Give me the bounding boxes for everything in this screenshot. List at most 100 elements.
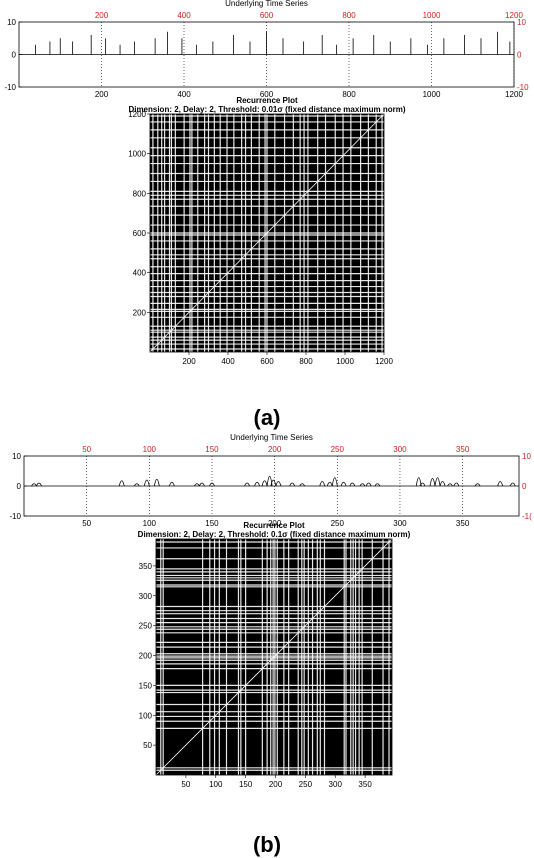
rp-b-xtick-2: 150 [239, 780, 253, 789]
rp-b-ytick-3: 200 [139, 652, 153, 661]
ts-a-top-tick-0: 200 [95, 11, 109, 20]
rp-a-subtitle: Dimension: 2, Delay: 2, Threshold: 0.01σ… [128, 105, 405, 114]
panel-label-b: (b) [253, 832, 281, 857]
ts-b-bottom-tick-0: 50 [82, 519, 91, 528]
ts-b-peak-22 [349, 482, 356, 487]
ts-a-bottom-tick-0: 200 [95, 90, 109, 99]
ts-a-right-tick-0: 10 [517, 18, 526, 27]
rp-a-ytick-3: 800 [133, 189, 147, 198]
rp-b-xtick-1: 100 [209, 780, 223, 789]
rp-b-xtick-3: 200 [269, 780, 283, 789]
rp-b-diagonal [155, 538, 393, 776]
ts-b-top-tick-5: 300 [393, 445, 407, 454]
rp-a-xtick-0: 200 [182, 357, 196, 366]
ts-b-bottom-tick-3: 200 [268, 519, 282, 528]
ts-b-peak-32 [453, 482, 460, 487]
rp-b-xtick-4: 250 [299, 780, 313, 789]
ts-b-peak-6 [168, 481, 175, 487]
ts-b-peak-27 [419, 482, 426, 487]
ts-b-peak-19 [326, 481, 333, 487]
ts-b-right-tick-1: 0 [522, 482, 527, 491]
rp-b-xtick-0: 50 [181, 780, 190, 789]
ts-a-bottom-tick-3: 800 [342, 90, 356, 99]
rp-a-xtick-2: 600 [260, 357, 274, 366]
rp-b-subtitle: Dimension: 2, Delay: 2, Threshold: 0.1σ … [138, 530, 411, 539]
ts-a-top-tick-2: 600 [260, 11, 274, 20]
ts-a-ytick-0: -10 [4, 83, 16, 92]
ts-b-ytick-0: -10 [9, 512, 21, 521]
ts-a-title: Underlying Time Series [225, 0, 308, 8]
ts-a-ytick-1: 0 [12, 51, 17, 60]
ts-b-peak-24 [365, 482, 372, 487]
ts-b-peak-5 [153, 478, 160, 487]
ts-b-peak-18 [319, 481, 326, 487]
rp-a-ytick-0: 200 [133, 308, 147, 317]
ts-a-bottom-tick-4: 1000 [423, 90, 441, 99]
ts-b-peak-14 [270, 479, 277, 487]
ts-a-right-tick-2: -10 [517, 83, 529, 92]
rp-a-ytick-5: 1200 [128, 110, 146, 119]
ts-b-peak-16 [289, 482, 296, 487]
ts-b-peak-35 [509, 482, 516, 487]
ts-b-peak-33 [474, 483, 481, 487]
ts-a-ytick-2: 10 [7, 18, 16, 27]
ts-b-title: Underlying Time Series [230, 433, 313, 442]
ts-b-peak-0 [31, 483, 37, 487]
ts-b-peak-9 [209, 482, 215, 487]
ts-b-peak-31 [447, 483, 453, 487]
ts-b-peak-25 [374, 483, 381, 487]
rp-a-xtick-1: 400 [221, 357, 235, 366]
ts-b-top-tick-0: 50 [82, 445, 91, 454]
ts-b-peak-28 [429, 478, 436, 487]
ts-a-top-tick-3: 800 [342, 11, 356, 20]
ts-b-peak-4 [143, 479, 150, 487]
ts-b-peak-11 [254, 481, 260, 487]
rp-a-ytick-4: 1000 [128, 150, 146, 159]
rp-a-title: Recurrence Plot [236, 96, 298, 105]
rp-b-ytick-5: 300 [139, 592, 153, 601]
rp-b-ytick-6: 350 [139, 562, 153, 571]
ts-a-bottom-tick-1: 400 [177, 90, 191, 99]
ts-b-peak-8 [199, 482, 205, 487]
panel-label-a: (a) [254, 405, 281, 430]
ts-b-peak-2 [118, 480, 125, 487]
ts-b-peak-10 [244, 482, 250, 487]
rp-a-xtick-4: 1000 [336, 357, 354, 366]
ts-b-peak-17 [299, 483, 306, 487]
ts-b-peak-15 [275, 481, 282, 487]
rp-b-ytick-0: 50 [143, 741, 152, 750]
rp-b-ytick-2: 150 [139, 681, 153, 690]
ts-b-peak-12 [261, 480, 268, 487]
rp-b-title: Recurrence Plot [243, 521, 305, 530]
ts-b-peak-30 [439, 481, 446, 487]
ts-b-peak-29 [434, 477, 441, 487]
ts-b-top-tick-6: 350 [456, 445, 470, 454]
ts-b-bottom-tick-4: 250 [331, 519, 345, 528]
ts-a-bottom-tick-2: 600 [260, 90, 274, 99]
ts-b-peak-26 [415, 477, 422, 487]
time-series-b: Underlying Time Series505010010015015020… [9, 433, 532, 528]
rp-b-frame [155, 538, 393, 776]
rp-b-ytick-1: 100 [139, 711, 153, 720]
ts-b-top-tick-3: 200 [268, 445, 282, 454]
ts-b-peak-20 [331, 477, 338, 487]
ts-b-right-tick-0: 10 [522, 452, 531, 461]
ts-b-peak-34 [497, 481, 504, 487]
ts-a-right-tick-1: 0 [517, 51, 522, 60]
rp-b-xtick-6: 350 [358, 780, 372, 789]
rp-a-xtick-5: 1200 [375, 357, 393, 366]
ts-a-top-tick-4: 1000 [423, 11, 441, 20]
time-series-a: Underlying Time Series 200 200 400 400 600 600… [4, 0, 529, 99]
ts-b-ytick-1: 0 [17, 482, 22, 491]
ts-b-top-tick-4: 250 [331, 445, 345, 454]
ts-b-peak-3 [133, 483, 140, 487]
rp-b-xtick-5: 300 [329, 780, 343, 789]
ts-b-peak-1 [36, 482, 42, 487]
rp-a-ytick-2: 600 [133, 229, 147, 238]
ts-b-peak-7 [194, 483, 200, 487]
ts-b-top-tick-2: 150 [205, 445, 219, 454]
ts-b-bottom-tick-6: 350 [456, 519, 470, 528]
rp-a-diagonal [149, 113, 385, 353]
